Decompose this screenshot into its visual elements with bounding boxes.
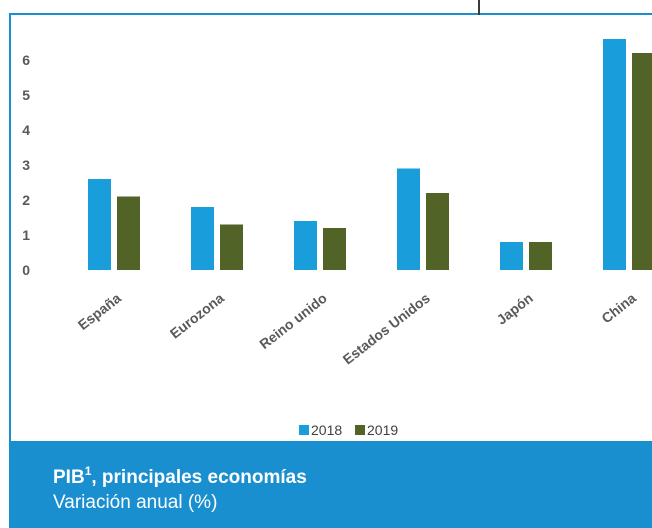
- bar-2018: [294, 221, 317, 270]
- x-axis: España Eurozona Reino unido Estados Unidos J…: [75, 290, 639, 368]
- x-tick-label: Eurozona: [167, 290, 227, 342]
- bar-2018: [397, 168, 420, 270]
- caption-subtitle: Variación anual (%): [53, 492, 218, 513]
- y-tick-label: 6: [22, 52, 30, 68]
- legend-label-2019: 2019: [367, 422, 398, 438]
- bar-2019: [220, 224, 243, 270]
- x-tick-label: China: [598, 290, 639, 327]
- x-tick-label: Reino unido: [256, 290, 330, 352]
- bar-chart: 0 1 2 3 4 5 6 España Eurozona Reino unido Estados…: [22, 39, 652, 438]
- caption-footnote-marker: 1: [84, 464, 92, 478]
- y-tick-label: 0: [22, 262, 30, 278]
- y-tick-label: 2: [22, 192, 30, 208]
- x-tick-label: España: [75, 290, 124, 333]
- bar-2019: [529, 242, 552, 270]
- y-tick-label: 3: [22, 157, 30, 173]
- chart-frame: [9, 13, 652, 528]
- bar-2019: [323, 228, 346, 270]
- legend: 2018 2019: [299, 422, 398, 438]
- caption-title-main: PIB: [53, 467, 85, 488]
- bars: [88, 39, 652, 270]
- legend-swatch-2019: [355, 425, 365, 435]
- bar-2018: [191, 207, 214, 270]
- bar-2019: [426, 193, 449, 270]
- chart-caption: PIB 1, principales economías Variación an…: [9, 441, 652, 528]
- y-tick-label: 4: [22, 122, 30, 138]
- caption-title-rest: , principales economías: [91, 467, 307, 488]
- y-axis: 0 1 2 3 4 5 6: [22, 52, 30, 278]
- x-tick-label: Japón: [494, 290, 536, 328]
- legend-label-2018: 2018: [311, 422, 342, 438]
- bar-2018: [603, 39, 626, 270]
- x-tick-label: Estados Unidos: [340, 290, 433, 368]
- bar-2019: [117, 196, 140, 270]
- y-tick-label: 1: [22, 227, 30, 243]
- bar-2018: [88, 179, 111, 270]
- y-tick-label: 5: [22, 87, 30, 103]
- legend-swatch-2018: [299, 425, 309, 435]
- caption-title: PIB 1, principales economías: [53, 464, 652, 489]
- frame-divider: [478, 0, 480, 15]
- bar-2018: [500, 242, 523, 270]
- bar-2019: [632, 53, 652, 270]
